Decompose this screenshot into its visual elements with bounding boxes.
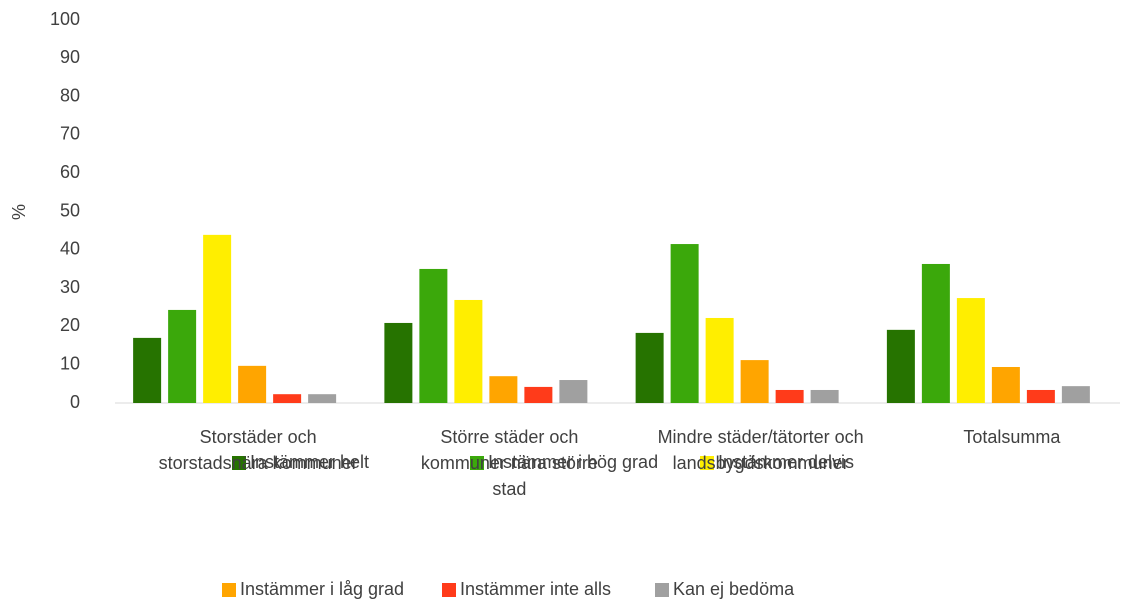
y-axis-label: %	[9, 204, 29, 220]
bar	[1061, 386, 1090, 403]
y-tick-label: 90	[60, 47, 80, 67]
bar	[886, 329, 915, 403]
bar	[670, 244, 699, 403]
y-tick-label: 20	[60, 315, 80, 335]
bar	[419, 268, 448, 403]
bar	[921, 263, 950, 403]
legend-swatch	[655, 583, 669, 597]
y-tick-label: 70	[60, 124, 80, 144]
bar	[454, 299, 483, 403]
legend-label: Instämmer helt	[250, 452, 369, 472]
y-tick-label: 60	[60, 162, 80, 182]
legend-label: Instämmer i låg grad	[240, 579, 404, 599]
bar	[635, 332, 664, 403]
bar	[308, 394, 337, 403]
x-tick-label: Totalsumma	[963, 427, 1061, 447]
bar	[559, 380, 588, 403]
y-tick-label: 100	[50, 9, 80, 29]
x-tick-label: Storstäder och storstadsnära kommuner	[158, 427, 358, 473]
y-tick-label: 80	[60, 85, 80, 105]
bar	[524, 386, 553, 403]
legend-label: Instämmer inte alls	[460, 579, 611, 599]
y-tick-label: 10	[60, 353, 80, 373]
y-tick-label: 40	[60, 239, 80, 259]
legend-swatch	[700, 456, 714, 470]
y-tick-label: 30	[60, 277, 80, 297]
bar	[705, 317, 734, 403]
y-tick-label: 50	[60, 200, 80, 220]
bar	[991, 366, 1020, 403]
bar	[203, 234, 232, 403]
bar	[810, 389, 839, 403]
legend-label: Instämmer i hög grad	[488, 452, 658, 472]
legend-label: Kan ej bedöma	[673, 579, 795, 599]
legend-swatch	[442, 583, 456, 597]
legend-label: Instämmer delvis	[718, 452, 854, 472]
bar	[168, 309, 197, 403]
bar	[238, 365, 267, 403]
legend-swatch	[470, 456, 484, 470]
legend-swatch	[222, 583, 236, 597]
bar	[1026, 389, 1055, 403]
bar	[273, 394, 302, 403]
legend-swatch	[232, 456, 246, 470]
bar	[489, 376, 518, 403]
x-tick-label: Större städer och kommuner nära större s…	[420, 427, 598, 499]
x-tick-label: Mindre städer/tätorter och landsbygdskom…	[657, 427, 864, 473]
bar	[775, 389, 804, 403]
y-tick-label: 0	[70, 392, 80, 412]
bar	[384, 322, 413, 403]
bar	[133, 337, 162, 403]
bar	[956, 298, 985, 403]
bar	[740, 360, 769, 403]
